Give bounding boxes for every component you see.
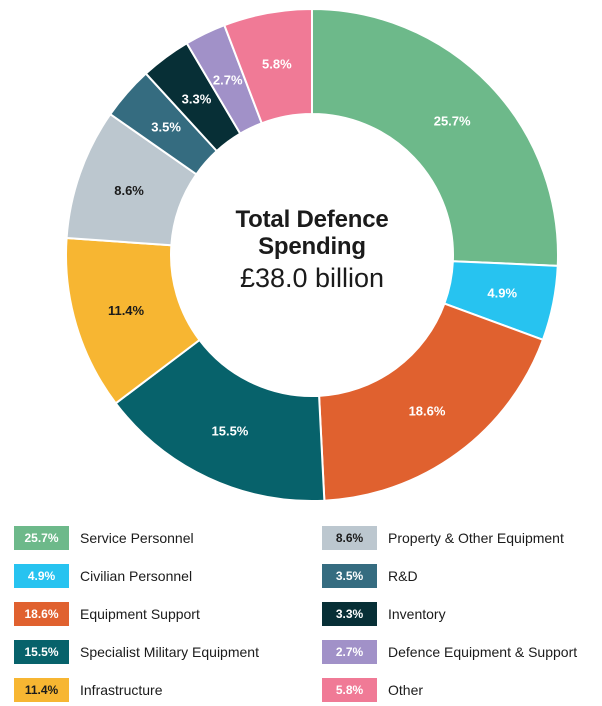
legend-swatch: 11.4% xyxy=(14,678,69,702)
slice-label-equipment-support: 18.6% xyxy=(409,404,446,419)
slice-label-civilian-personnel: 4.9% xyxy=(487,286,517,301)
legend-label: Infrastructure xyxy=(80,682,163,698)
legend-swatch: 5.8% xyxy=(322,678,377,702)
legend-label: Equipment Support xyxy=(80,606,200,622)
legend-label: Service Personnel xyxy=(80,530,194,546)
legend-swatch: 2.7% xyxy=(322,640,377,664)
legend-label: Property & Other Equipment xyxy=(388,530,564,546)
legend-item-service-personnel: 25.7% Service Personnel xyxy=(14,526,194,550)
legend-item-infrastructure: 11.4% Infrastructure xyxy=(14,678,162,702)
legend-item-inventory: 3.3% Inventory xyxy=(322,602,446,626)
legend-swatch: 3.5% xyxy=(322,564,377,588)
slice-label-defence-equipment-and-support: 2.7% xyxy=(213,73,243,88)
slice-label-inventory: 3.3% xyxy=(182,92,212,107)
legend-swatch: 3.3% xyxy=(322,602,377,626)
legend-swatch: 15.5% xyxy=(14,640,69,664)
legend-label: Defence Equipment & Support xyxy=(388,644,578,660)
legend-swatch: 25.7% xyxy=(14,526,69,550)
center-label: Total Defence Spending £38.0 billion xyxy=(182,206,442,293)
slice-label-service-personnel: 25.7% xyxy=(434,113,471,128)
legend-swatch: 8.6% xyxy=(322,526,377,550)
slice-equipment-support xyxy=(318,302,544,502)
legend: 25.7% Service Personnel 4.9% Civilian Pe… xyxy=(14,526,602,702)
slice-label-randd: 3.5% xyxy=(151,120,181,135)
legend-item-r-and-d: 3.5% R&D xyxy=(322,564,418,588)
slice-other xyxy=(223,8,313,125)
legend-swatch: 18.6% xyxy=(14,602,69,626)
legend-label: Other xyxy=(388,682,424,698)
donut-chart: 25.7% 4.9% 18.6% 15.5% 11.4% 8.6% 3.5% 3.3% 2.7%… xyxy=(65,8,559,502)
slice-label-specialist-military-equipment: 15.5% xyxy=(212,423,249,438)
legend-label: Civilian Personnel xyxy=(80,568,193,584)
slice-service-personnel xyxy=(311,8,559,267)
legend-label: R&D xyxy=(388,568,418,584)
legend-item-other: 5.8% Other xyxy=(322,678,423,702)
donut-chart-svg: 25.7% 4.9% 18.6% 15.5% 11.4% 8.6% 3.5%3.3%2.7%… xyxy=(65,8,559,502)
slice-label-other: 5.8% xyxy=(262,57,292,72)
slice-label-property-and-other-equipment: 8.6% xyxy=(114,183,144,198)
slice-specialist-military-equipment xyxy=(114,339,326,502)
center-value: £38.0 billion xyxy=(239,262,385,293)
legend-item-defence-equipment-support: 2.7% Defence Equipment & Support xyxy=(322,640,577,664)
slice-label-infrastructure: 11.4% xyxy=(108,303,145,318)
legend-item-equipment-support: 18.6% Equipment Support xyxy=(14,602,200,626)
center-title: Total Defence Spending xyxy=(235,206,389,260)
legend-label: Inventory xyxy=(388,606,446,622)
legend-item-civilian-personnel: 4.9% Civilian Personnel xyxy=(14,564,192,588)
legend-label: Specialist Military Equipment xyxy=(80,644,259,660)
legend-item-property-other-equipment: 8.6% Property & Other Equipment xyxy=(322,526,564,550)
legend-item-specialist-military-equipment: 15.5% Specialist Military Equipment xyxy=(14,640,259,664)
legend-swatch: 4.9% xyxy=(14,564,69,588)
